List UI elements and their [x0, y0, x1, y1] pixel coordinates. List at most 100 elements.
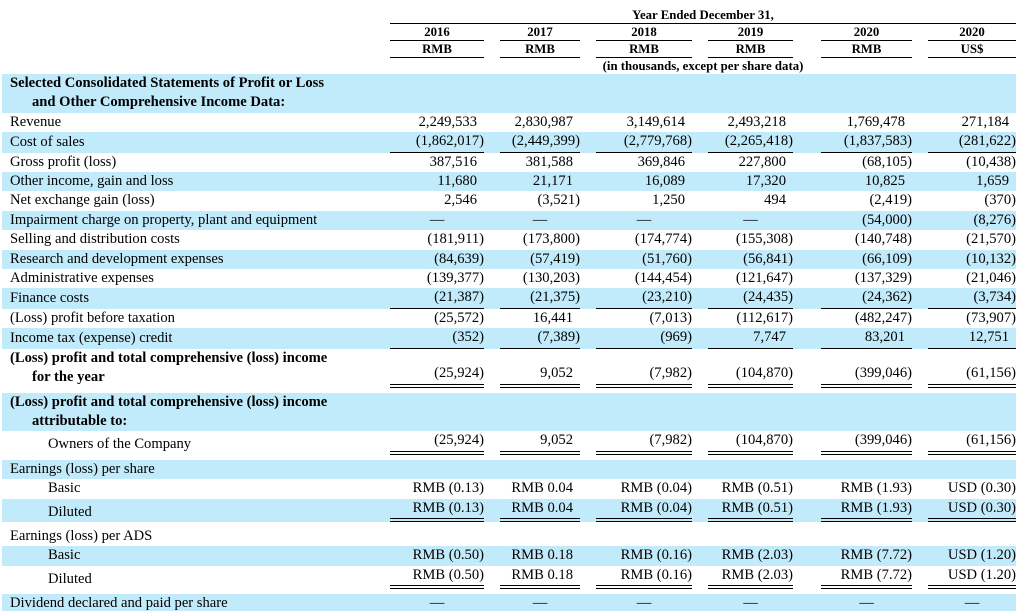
- value-cell: (25,924): [374, 349, 484, 388]
- value-cell: 7,747: [692, 328, 793, 349]
- numeric-value: (370): [984, 192, 1017, 209]
- value-cell: (7,013): [580, 309, 692, 328]
- numeric-value: (174,774): [634, 231, 692, 248]
- value-cell: (73,907): [912, 309, 1016, 328]
- numeric-value: (84,639): [434, 250, 484, 267]
- table-row: (Loss) profit and total comprehensive (l…: [2, 392, 1017, 432]
- value-cell: (112,617): [692, 309, 793, 328]
- value-cell: (3,734): [912, 288, 1017, 309]
- numeric-value: RMB (0.04): [596, 499, 692, 522]
- header-spacer-cell: [2, 24, 374, 41]
- numeric-value: (57,419): [530, 250, 580, 267]
- numeric-value: (66,109): [862, 250, 912, 267]
- numeric-value: RMB (0.51): [708, 499, 793, 522]
- numeric-value: (2,779,768): [596, 132, 692, 153]
- row-label: (Loss) profit and total comprehensive (l…: [2, 349, 374, 388]
- table-row: Net exchange gain (loss) 2,546 (3,521) 1,25…: [2, 191, 1016, 210]
- value-cell: (173,800): [484, 230, 580, 249]
- value-cell: (57,419): [484, 250, 580, 269]
- table-row: Selling and distribution costs (181,911) (…: [2, 230, 1016, 249]
- value-cell: 2,249,533: [374, 113, 484, 132]
- numeric-value: RMB (0.50): [390, 566, 484, 590]
- value-cell: RMB (1.93): [793, 479, 912, 498]
- value-cell: (174,774): [580, 230, 692, 249]
- value-cell: RMB (0.50): [374, 566, 484, 590]
- row-label: Finance costs: [10, 290, 90, 307]
- value-cell: 1,250: [580, 191, 692, 210]
- year-label: 2019: [708, 24, 793, 41]
- value-cell: RMB (2.03): [692, 566, 793, 590]
- numeric-value: RMB 0.18: [511, 547, 573, 564]
- value-cell: (2,419): [793, 191, 912, 210]
- value-cell: —: [580, 594, 692, 611]
- value-cell: (23,210): [580, 288, 692, 309]
- numeric-value: (21,570): [966, 231, 1017, 248]
- value-cell: 369,846: [580, 153, 692, 172]
- value-cell: —: [580, 211, 692, 230]
- em-dash-value: —: [743, 595, 758, 611]
- numeric-value: (181,911): [427, 231, 484, 248]
- row-label: Dividend declared and paid per share: [10, 595, 228, 611]
- value-cell: 271,184: [912, 113, 1016, 132]
- numeric-value: RMB (1.93): [821, 499, 912, 522]
- value-cell: RMB (0.16): [580, 546, 692, 565]
- numeric-value: (73,907): [966, 309, 1017, 326]
- numeric-value: (121,647): [735, 270, 793, 287]
- numeric-value: 1,250: [652, 192, 685, 209]
- value-cell: RMB 0.18: [484, 566, 580, 590]
- value-cell: 16,441: [484, 309, 580, 328]
- value-cell: (1,837,583): [793, 132, 912, 153]
- numeric-value: (112,617): [736, 309, 793, 326]
- row-label: Basic: [48, 480, 81, 497]
- value-cell: —: [692, 211, 793, 230]
- financial-table: Year Ended December 31, 2016 2017 2018 2019…: [2, 3, 1017, 611]
- value-cell: RMB (0.16): [580, 566, 692, 590]
- numeric-value: (21,375): [500, 288, 580, 309]
- value-cell: 21,171: [484, 172, 580, 191]
- numeric-value: (24,362): [821, 288, 912, 309]
- value-cell: —: [484, 594, 580, 611]
- value-cell: RMB (0.04): [580, 499, 692, 522]
- value-cell: (84,639): [374, 250, 484, 269]
- row-label: Diluted: [48, 503, 92, 520]
- numeric-value: RMB (7.72): [840, 547, 912, 564]
- row-label: Earnings (loss) per ADS: [10, 527, 153, 544]
- em-dash-value: —: [964, 595, 980, 611]
- header-year-row: 2016 2017 2018 2019 2020 2020: [2, 24, 1017, 41]
- numeric-value: (137,329): [854, 270, 912, 287]
- value-cell: —: [374, 211, 484, 230]
- value-cell: [484, 74, 580, 113]
- em-dash-value: —: [532, 595, 548, 611]
- value-cell: RMB (7.72): [793, 566, 912, 590]
- numeric-value: 21,171: [532, 173, 573, 190]
- value-cell: (21,387): [374, 288, 484, 309]
- value-cell: (2,779,768): [580, 132, 692, 153]
- numeric-value: 2,830,987: [514, 113, 573, 130]
- row-label: Selling and distribution costs: [10, 231, 180, 248]
- table-row: Earnings (loss) per ADS: [2, 527, 1016, 546]
- numeric-value: 83,201: [821, 328, 912, 349]
- value-cell: (21,570): [912, 230, 1016, 249]
- value-cell: [912, 460, 1016, 479]
- table-row: Research and development expenses (84,639…: [2, 249, 1017, 270]
- value-cell: (352): [374, 328, 484, 349]
- numeric-value: (1,862,017): [390, 132, 484, 153]
- value-cell: (25,924): [374, 431, 484, 455]
- value-cell: (281,622): [912, 132, 1017, 153]
- table-row: Finance costs (21,387) (21,375) (23,210) (24…: [2, 288, 1017, 309]
- numeric-value: 271,184: [961, 113, 1010, 130]
- em-dash-value: —: [532, 211, 548, 228]
- table-header: Year Ended December 31, 2016 2017 2018 2019…: [2, 3, 1017, 74]
- numeric-value: 12,751: [928, 328, 1017, 349]
- numeric-value: (3,734): [928, 288, 1017, 309]
- numeric-value: (3,521): [537, 192, 580, 209]
- value-cell: 10,825: [793, 172, 912, 191]
- table-row: Basic RMB (0.50) RMB 0.18 RMB (0.16) RMB (2.…: [2, 546, 1017, 566]
- value-cell: (66,109): [793, 250, 912, 269]
- numeric-value: (2,265,418): [708, 132, 793, 153]
- value-cell: [912, 74, 1016, 113]
- value-cell: (51,760): [580, 250, 692, 269]
- value-cell: [374, 460, 484, 479]
- row-label: Income tax (expense) credit: [10, 330, 173, 347]
- value-cell: RMB (0.51): [692, 479, 793, 498]
